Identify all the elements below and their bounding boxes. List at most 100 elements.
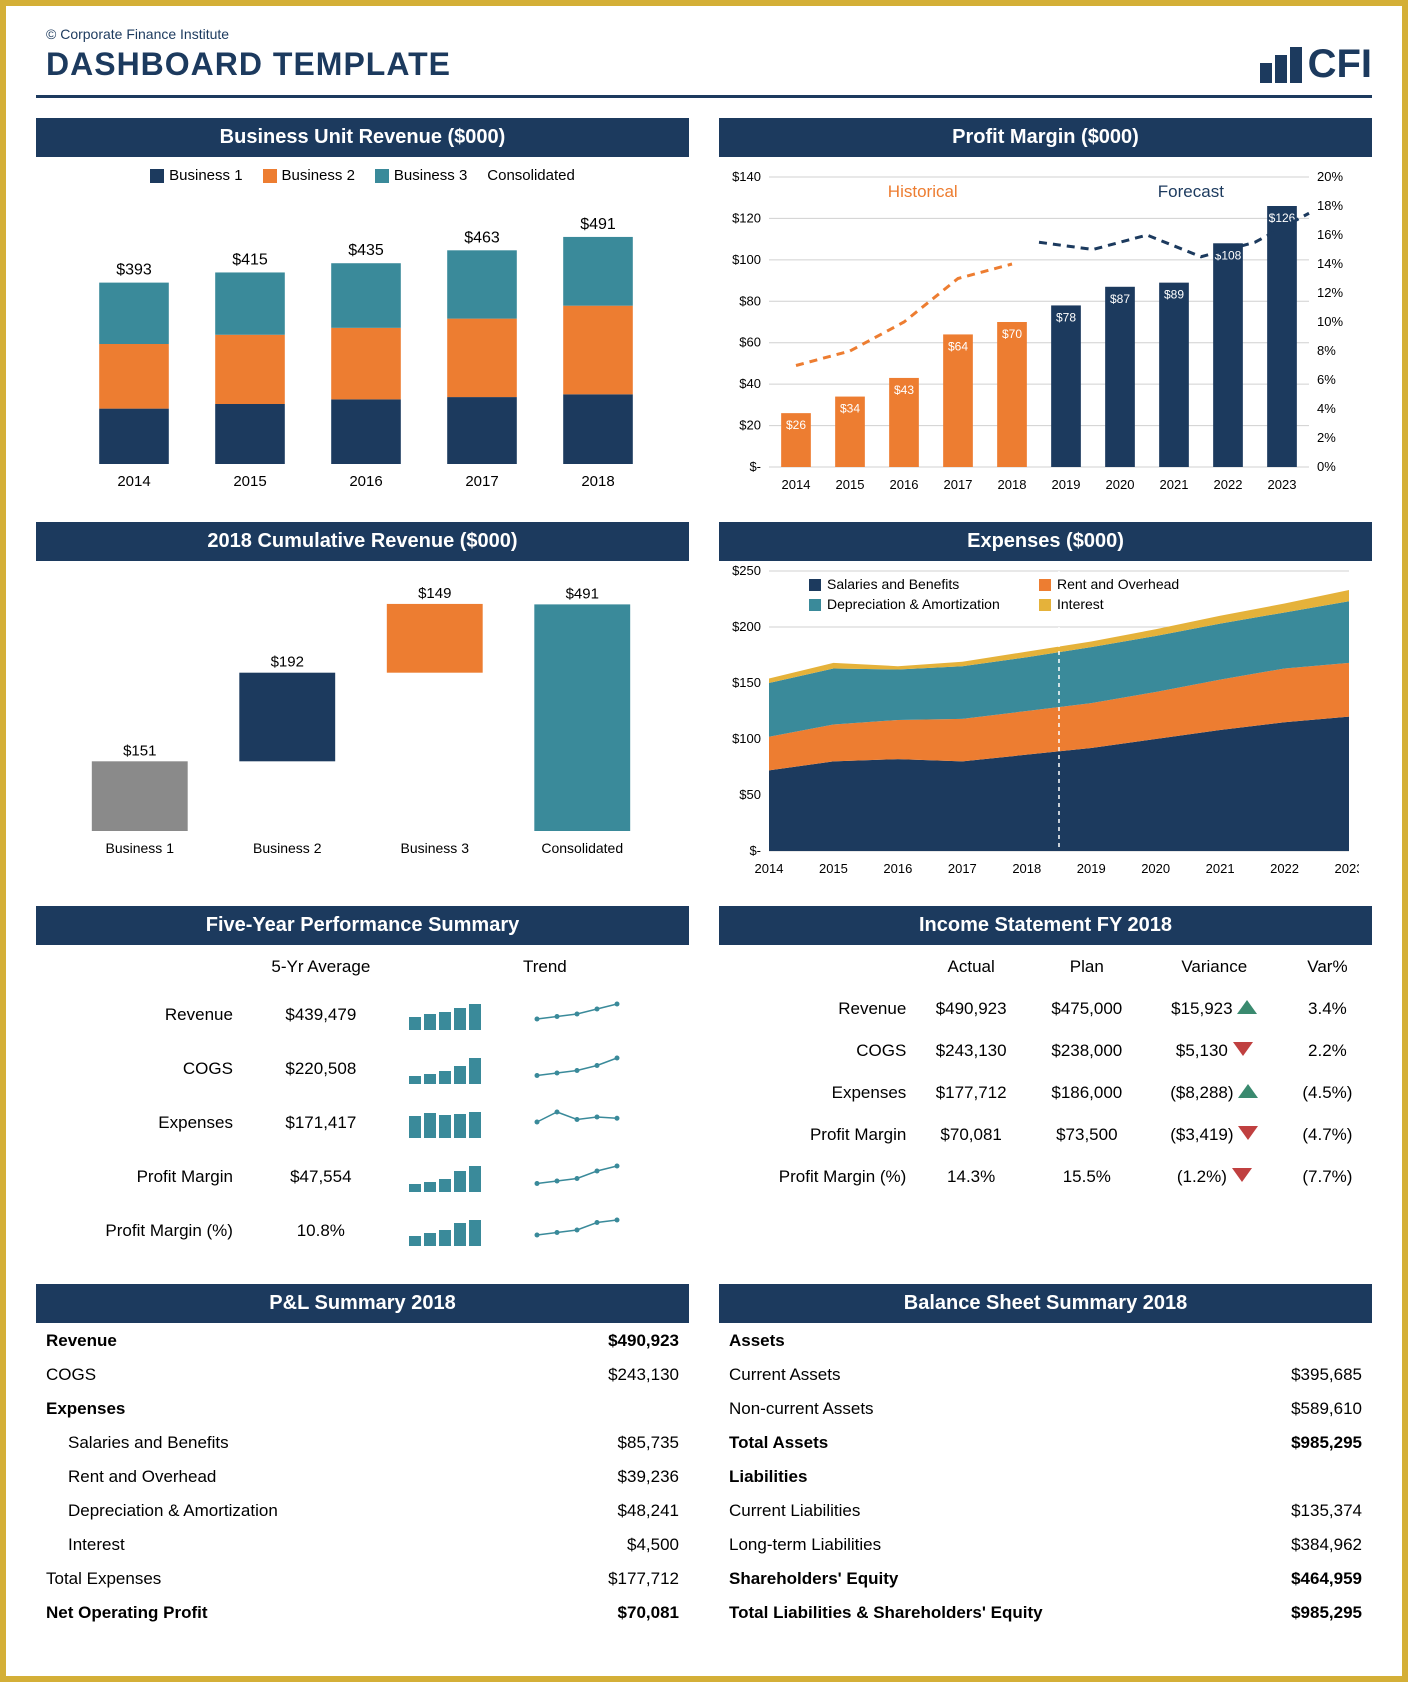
- svg-text:2022: 2022: [1270, 861, 1299, 876]
- bu-revenue-chart: $393 2014 $415 2015 $435 2016 $463 2017 $491 2018: [36, 194, 676, 494]
- svg-text:$43: $43: [894, 383, 914, 397]
- svg-text:$491: $491: [566, 585, 599, 602]
- svg-text:2%: 2%: [1317, 430, 1336, 445]
- income-stmt-title: Income Statement FY 2018: [719, 906, 1372, 945]
- cum-revenue-panel: 2018 Cumulative Revenue ($000) $151 Busin…: [36, 522, 689, 881]
- svg-text:2020: 2020: [1106, 477, 1135, 492]
- svg-text:2019: 2019: [1077, 861, 1106, 876]
- balance-title: Balance Sheet Summary 2018: [719, 1284, 1372, 1323]
- svg-text:$435: $435: [348, 242, 384, 259]
- svg-text:2016: 2016: [883, 861, 912, 876]
- svg-text:2017: 2017: [948, 861, 977, 876]
- svg-text:2023: 2023: [1335, 861, 1359, 876]
- svg-text:$-: $-: [749, 843, 761, 858]
- svg-text:2019: 2019: [1052, 477, 1081, 492]
- income-stmt-panel: Income Statement FY 2018 ActualPlanVaria…: [719, 906, 1372, 1259]
- svg-text:$78: $78: [1056, 310, 1076, 324]
- svg-text:2015: 2015: [836, 477, 865, 492]
- svg-text:$140: $140: [732, 169, 761, 184]
- perf-summary-title: Five-Year Performance Summary: [36, 906, 689, 945]
- pnl-panel: P&L Summary 2018 Revenue$490,923COGS$243…: [36, 1284, 689, 1631]
- svg-text:$40: $40: [739, 376, 761, 391]
- svg-text:0%: 0%: [1317, 459, 1336, 474]
- expenses-panel: Expenses ($000) $-$50$100$150$200$250201…: [719, 522, 1372, 881]
- svg-text:$149: $149: [418, 585, 451, 602]
- pnl-table: Revenue$490,923COGS$243,130ExpensesSalar…: [36, 1323, 689, 1631]
- perf-summary-table: 5-Yr AverageTrendRevenue$439,479COGS$220…: [36, 945, 689, 1259]
- svg-text:2021: 2021: [1206, 861, 1235, 876]
- bu-revenue-panel: Business Unit Revenue ($000) Business 1B…: [36, 118, 689, 497]
- svg-text:Rent and Overhead: Rent and Overhead: [1057, 576, 1179, 592]
- svg-text:2014: 2014: [755, 861, 784, 876]
- svg-text:4%: 4%: [1317, 401, 1336, 416]
- svg-text:$70: $70: [1002, 327, 1022, 341]
- balance-table: AssetsCurrent Assets$395,685Non-current …: [719, 1323, 1372, 1631]
- svg-text:Interest: Interest: [1057, 596, 1104, 612]
- svg-text:2018: 2018: [998, 477, 1027, 492]
- svg-text:Business 2: Business 2: [253, 840, 322, 856]
- svg-text:$-: $-: [749, 459, 761, 474]
- svg-text:$151: $151: [123, 742, 156, 759]
- expenses-title: Expenses ($000): [719, 522, 1372, 561]
- svg-text:$60: $60: [739, 335, 761, 350]
- cfi-logo: CFI: [1260, 42, 1372, 87]
- income-stmt-table: ActualPlanVarianceVar%Revenue$490,923$47…: [719, 945, 1372, 1199]
- cum-revenue-title: 2018 Cumulative Revenue ($000): [36, 522, 689, 561]
- profit-margin-chart: $-$20$40$60$80$100$120$1400%2%4%6%8%10%1…: [719, 157, 1359, 497]
- expenses-chart: $-$50$100$150$200$2502014201520162017201…: [719, 561, 1359, 881]
- svg-text:$20: $20: [739, 418, 761, 433]
- svg-text:2014: 2014: [117, 473, 150, 490]
- perf-summary-panel: Five-Year Performance Summary 5-Yr Avera…: [36, 906, 689, 1259]
- profit-margin-title: Profit Margin ($000): [719, 118, 1372, 157]
- svg-text:Business 1: Business 1: [106, 840, 175, 856]
- svg-text:Historical: Historical: [888, 182, 958, 201]
- svg-text:$250: $250: [732, 563, 761, 578]
- svg-text:2015: 2015: [819, 861, 848, 876]
- cum-revenue-chart: $151 Business 1 $192 Business 2 $149 Business…: [36, 561, 676, 861]
- svg-text:14%: 14%: [1317, 256, 1343, 271]
- svg-text:2023: 2023: [1268, 477, 1297, 492]
- svg-text:12%: 12%: [1317, 285, 1343, 300]
- copyright-text: © Corporate Finance Institute: [36, 26, 1372, 42]
- profit-margin-panel: Profit Margin ($000) $- $20 $40 $60 $80 $100 $…: [719, 118, 1372, 497]
- svg-text:10%: 10%: [1317, 314, 1343, 329]
- logo-bars-icon: [1260, 47, 1302, 83]
- svg-text:2020: 2020: [1141, 861, 1170, 876]
- svg-text:Salaries and Benefits: Salaries and Benefits: [827, 576, 959, 592]
- svg-text:$64: $64: [948, 339, 968, 353]
- svg-text:$491: $491: [580, 216, 616, 233]
- svg-text:2016: 2016: [349, 473, 382, 490]
- balance-panel: Balance Sheet Summary 2018 AssetsCurrent…: [719, 1284, 1372, 1631]
- svg-text:$415: $415: [232, 251, 268, 268]
- svg-text:Consolidated: Consolidated: [541, 840, 623, 856]
- svg-text:2015: 2015: [233, 473, 266, 490]
- svg-text:$80: $80: [739, 293, 761, 308]
- svg-text:Depreciation & Amortization: Depreciation & Amortization: [827, 596, 1000, 612]
- svg-text:$393: $393: [116, 262, 152, 279]
- svg-text:$126: $126: [1269, 211, 1296, 225]
- svg-text:$100: $100: [732, 252, 761, 267]
- svg-text:$200: $200: [732, 619, 761, 634]
- svg-text:2021: 2021: [1160, 477, 1189, 492]
- svg-text:$192: $192: [271, 654, 304, 671]
- svg-text:2018: 2018: [1012, 861, 1041, 876]
- svg-text:$89: $89: [1164, 288, 1184, 302]
- svg-text:2017: 2017: [465, 473, 498, 490]
- svg-text:Business 3: Business 3: [401, 840, 470, 856]
- svg-text:18%: 18%: [1317, 198, 1343, 213]
- svg-text:$87: $87: [1110, 292, 1130, 306]
- bu-revenue-legend: Business 1Business 2Business 3Consolidat…: [36, 157, 689, 194]
- svg-text:$150: $150: [732, 675, 761, 690]
- svg-text:2016: 2016: [890, 477, 919, 492]
- svg-text:2022: 2022: [1214, 477, 1243, 492]
- svg-text:8%: 8%: [1317, 343, 1336, 358]
- svg-text:2018: 2018: [581, 473, 614, 490]
- svg-text:2017: 2017: [944, 477, 973, 492]
- page-header: DASHBOARD TEMPLATE CFI: [36, 42, 1372, 98]
- svg-text:$100: $100: [732, 731, 761, 746]
- svg-text:$463: $463: [464, 229, 500, 246]
- svg-text:16%: 16%: [1317, 227, 1343, 242]
- page-title: DASHBOARD TEMPLATE: [36, 46, 451, 83]
- svg-text:$120: $120: [732, 210, 761, 225]
- svg-text:Forecast: Forecast: [1158, 182, 1224, 201]
